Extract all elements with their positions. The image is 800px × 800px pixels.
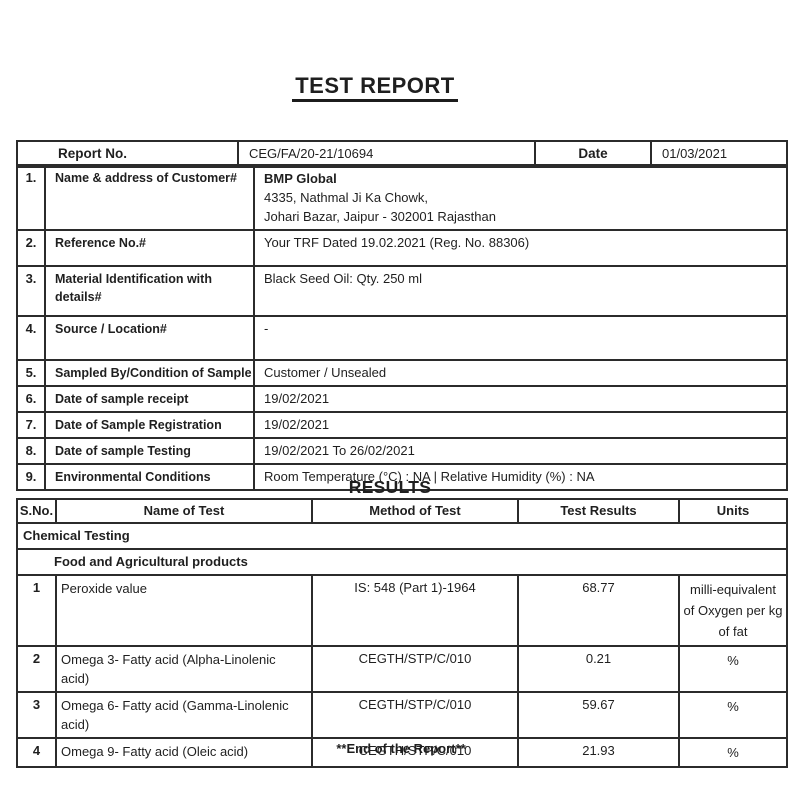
customer-name: BMP Global [264, 171, 337, 186]
result-value: 0.21 [517, 645, 680, 693]
info-row-sampled-by: 5. Sampled By/Condition of Sample Custom… [16, 359, 788, 387]
result-test-name: Omega 6- Fatty acid (Gamma-Linolenic aci… [55, 691, 313, 739]
info-row-label: Date of sample Testing [44, 437, 255, 465]
info-row-label: Name & address of Customer# [44, 164, 255, 231]
result-value: 68.77 [517, 574, 680, 647]
result-units: % [678, 737, 788, 768]
info-row-receipt-date: 6. Date of sample receipt 19/02/2021 [16, 385, 788, 413]
result-row-omega3: 2 Omega 3- Fatty acid (Alpha-Linolenic a… [16, 645, 788, 693]
info-row-value: Your TRF Dated 19.02.2021 (Reg. No. 8830… [253, 229, 788, 267]
info-row-label: Date of Sample Registration [44, 411, 255, 439]
result-method: CEGTH/STP/C/010 [311, 691, 519, 739]
result-row-peroxide-value: 1 Peroxide value IS: 548 (Part 1)-1964 6… [16, 574, 788, 647]
info-row-value: BMP Global 4335, Nathmal Ji Ka Chowk, Jo… [253, 164, 788, 231]
result-test-name: Omega 9- Fatty acid (Oleic acid) [55, 737, 313, 768]
results-table: S.No. Name of Test Method of Test Test R… [16, 498, 788, 768]
info-row-value: 19/02/2021 To 26/02/2021 [253, 437, 788, 465]
info-row-value: 19/02/2021 [253, 411, 788, 439]
customer-address-line2: Johari Bazar, Jaipur - 302001 Rajasthan [264, 209, 496, 224]
info-row-number: 1. [16, 164, 46, 231]
result-units: % [678, 645, 788, 693]
result-sno: 4 [16, 737, 57, 768]
info-row-number: 5. [16, 359, 46, 387]
info-row-value: Black Seed Oil: Qty. 250 ml [253, 265, 788, 317]
info-row-material: 3. Material Identification with details#… [16, 265, 788, 317]
result-sno: 1 [16, 574, 57, 647]
page-title: TEST REPORT [16, 73, 786, 102]
page-title-text: TEST REPORT [292, 73, 458, 102]
result-method: CEGTH/STP/C/010 [311, 645, 519, 693]
section-label: Chemical Testing [16, 522, 788, 550]
info-row-number: 7. [16, 411, 46, 439]
column-header-sno: S.No. [16, 498, 57, 524]
results-header-row: S.No. Name of Test Method of Test Test R… [16, 498, 788, 524]
info-row-number: 2. [16, 229, 46, 267]
report-no-label: Report No. [16, 140, 239, 168]
info-row-number: 8. [16, 437, 46, 465]
result-sno: 3 [16, 691, 57, 739]
column-header-test-results: Test Results [517, 498, 680, 524]
info-row-number: 4. [16, 315, 46, 361]
column-header-method-of-test: Method of Test [311, 498, 519, 524]
info-row-number: 3. [16, 265, 46, 317]
info-row-environmental: 9. Environmental Conditions Room Tempera… [16, 463, 788, 491]
info-row-customer: 1. Name & address of Customer# BMP Globa… [16, 164, 788, 231]
customer-address-line1: 4335, Nathmal Ji Ka Chowk, [264, 190, 429, 205]
result-sno: 2 [16, 645, 57, 693]
report-header-table: Report No. CEG/FA/20-21/10694 Date 01/03… [16, 140, 788, 168]
info-row-number: 6. [16, 385, 46, 413]
info-row-label: Reference No.# [44, 229, 255, 267]
result-row-omega6: 3 Omega 6- Fatty acid (Gamma-Linolenic a… [16, 691, 788, 739]
info-row-registration-date: 7. Date of Sample Registration 19/02/202… [16, 411, 788, 439]
result-units: % [678, 691, 788, 739]
result-test-name: Omega 3- Fatty acid (Alpha-Linolenic aci… [55, 645, 313, 693]
info-row-value: 19/02/2021 [253, 385, 788, 413]
section-row-food-agricultural: Food and Agricultural products [16, 548, 788, 576]
info-row-label: Sampled By/Condition of Sample [44, 359, 255, 387]
result-value: 21.93 [517, 737, 680, 768]
sample-info-table: 1. Name & address of Customer# BMP Globa… [16, 164, 788, 491]
info-row-value: Room Temperature (°C) : NA | Relative Hu… [253, 463, 788, 491]
section-label: Food and Agricultural products [16, 548, 788, 576]
info-row-label: Material Identification with details# [44, 265, 255, 317]
date-value: 01/03/2021 [650, 140, 788, 168]
info-row-source: 4. Source / Location# - [16, 315, 788, 361]
section-row-chemical-testing: Chemical Testing [16, 522, 788, 550]
report-header-row: Report No. CEG/FA/20-21/10694 Date 01/03… [16, 140, 788, 168]
column-header-name-of-test: Name of Test [55, 498, 313, 524]
info-row-number: 9. [16, 463, 46, 491]
result-test-name: Peroxide value [55, 574, 313, 647]
report-no-value: CEG/FA/20-21/10694 [237, 140, 536, 168]
info-row-value: - [253, 315, 788, 361]
info-row-reference: 2. Reference No.# Your TRF Dated 19.02.2… [16, 229, 788, 267]
info-row-testing-date: 8. Date of sample Testing 19/02/2021 To … [16, 437, 788, 465]
info-row-label: Source / Location# [44, 315, 255, 361]
result-method: IS: 548 (Part 1)-1964 [311, 574, 519, 647]
result-units: milli-equivalent of Oxygen per kg of fat [678, 574, 788, 647]
result-row-omega9: 4 Omega 9- Fatty acid (Oleic acid) CEGTH… [16, 737, 788, 768]
info-row-label: Date of sample receipt [44, 385, 255, 413]
info-row-label: Environmental Conditions [44, 463, 255, 491]
results-heading: RESULTS [16, 477, 786, 498]
end-of-report-text: **End of the Report** [336, 741, 466, 756]
result-value: 59.67 [517, 691, 680, 739]
result-method: CEGTH/STP/C/010 [311, 737, 519, 768]
results-heading-text: RESULTS [348, 477, 432, 497]
info-row-value: Customer / Unsealed [253, 359, 788, 387]
column-header-units: Units [678, 498, 788, 524]
